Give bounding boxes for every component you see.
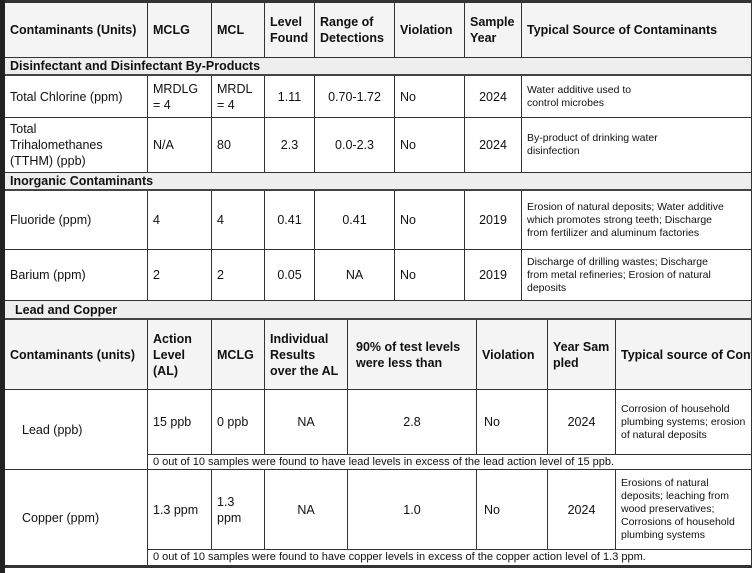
cell-source: Erosions of natural deposits; leaching f… xyxy=(616,470,752,550)
cell-action-level: 15 ppb xyxy=(148,390,212,455)
cell-year: 2024 xyxy=(465,118,522,173)
header-contaminants: Contaminants (units) xyxy=(5,320,148,390)
cell-year: 2024 xyxy=(548,390,616,455)
section-disinfectant: Disinfectant and Disinfectant By-Product… xyxy=(5,58,752,76)
cell-mclg: 4 xyxy=(148,191,212,250)
header-violation: Violation xyxy=(477,320,548,390)
cell-year: 2024 xyxy=(465,76,522,118)
cell-90th: 2.8 xyxy=(348,390,477,455)
header-action-level: Action Level (AL) xyxy=(148,320,212,390)
cell-name: Copper (ppm) xyxy=(5,470,148,566)
lead-note: 0 out of 10 samples were found to have l… xyxy=(148,455,752,470)
cell-mclg: 2 xyxy=(148,250,212,301)
header-mclg: MCLG xyxy=(148,3,212,58)
section-lead-copper: Lead and Copper xyxy=(5,301,752,320)
cell-year: 2024 xyxy=(548,470,616,550)
cell-violation: No xyxy=(477,470,548,550)
cell-name: Total Chlorine (ppm) xyxy=(5,76,148,118)
cell-mcl: 80 xyxy=(212,118,265,173)
header-year-sampled: Year Sampled xyxy=(548,320,616,390)
cell-mcl: 2 xyxy=(212,250,265,301)
cell-level: 0.41 xyxy=(265,191,315,250)
header-typical-source: Typical Source of Contaminants xyxy=(522,3,752,58)
header-level-found: Level Found xyxy=(265,3,315,58)
cell-violation: No xyxy=(395,191,465,250)
cell-mclg: 0 ppb xyxy=(212,390,265,455)
cell-source: Water additive used to control microbes xyxy=(522,76,752,118)
cell-name: Barium (ppm) xyxy=(5,250,148,301)
cell-individual: NA xyxy=(265,390,348,455)
header-90th-percentile: 90% of test levels were less than xyxy=(348,320,477,390)
cell-source: By-product of drinking water disinfectio… xyxy=(522,118,752,173)
cell-range: NA xyxy=(315,250,395,301)
header-mclg: MCLG xyxy=(212,320,265,390)
copper-note: 0 out of 10 samples were found to have c… xyxy=(148,550,752,566)
header-typical-source: Typical source of Contaminants xyxy=(616,320,752,390)
cell-source: Erosion of natural deposits; Water addit… xyxy=(522,191,752,250)
cell-mclg: MRDLG = 4 xyxy=(148,76,212,118)
cell-source: Corrosion of household plumbing systems;… xyxy=(616,390,752,455)
header-individual-results: Individual Results over the AL xyxy=(265,320,348,390)
cell-violation: No xyxy=(395,118,465,173)
cell-action-level: 1.3 ppm xyxy=(148,470,212,550)
cell-90th: 1.0 xyxy=(348,470,477,550)
cell-range: 0.0-2.3 xyxy=(315,118,395,173)
header-sample-year: Sample Year xyxy=(465,3,522,58)
section-inorganic: Inorganic Contaminants xyxy=(5,173,752,191)
cell-name: Lead (ppb) xyxy=(5,390,148,470)
cell-individual: NA xyxy=(265,470,348,550)
cell-violation: No xyxy=(395,250,465,301)
border-bottom xyxy=(0,566,752,568)
cell-name: Fluoride (ppm) xyxy=(5,191,148,250)
cell-level: 2.3 xyxy=(265,118,315,173)
header-contaminants: Contaminants (Units) xyxy=(5,3,148,58)
border-top xyxy=(0,0,752,3)
cell-level: 1.11 xyxy=(265,76,315,118)
cell-mcl: MRDL = 4 xyxy=(212,76,265,118)
cell-range: 0.70-1.72 xyxy=(315,76,395,118)
border-left xyxy=(0,0,5,573)
cell-year: 2019 xyxy=(465,250,522,301)
cell-source: Discharge of drilling wastes; Discharge … xyxy=(522,250,752,301)
cell-level: 0.05 xyxy=(265,250,315,301)
header-mcl: MCL xyxy=(212,3,265,58)
cell-name: Total Trihalomethanes (TTHM) (ppb) xyxy=(5,118,148,173)
cell-mcl: 4 xyxy=(212,191,265,250)
cell-mclg: N/A xyxy=(148,118,212,173)
cell-mclg: 1.3 ppm xyxy=(212,470,265,550)
cell-range: 0.41 xyxy=(315,191,395,250)
header-violation: Violation xyxy=(395,3,465,58)
cell-violation: No xyxy=(477,390,548,455)
cell-year: 2019 xyxy=(465,191,522,250)
header-range: Range of Detections xyxy=(315,3,395,58)
cell-violation: No xyxy=(395,76,465,118)
